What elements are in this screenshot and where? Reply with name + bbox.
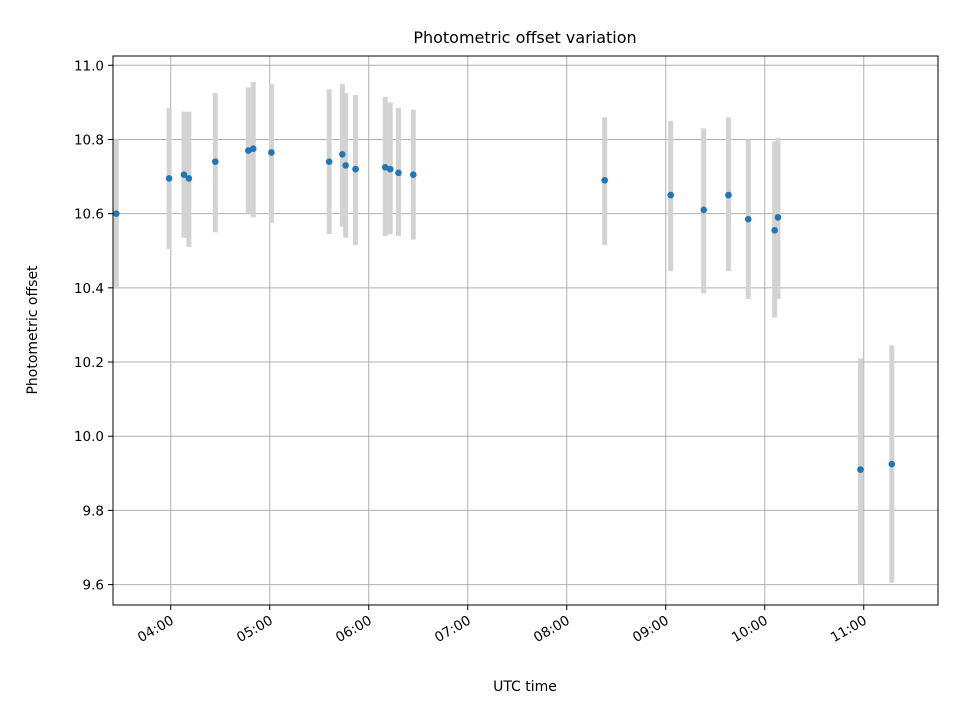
data-point <box>700 206 707 214</box>
data-point <box>185 175 193 182</box>
data-point <box>165 175 173 182</box>
grid <box>113 56 938 605</box>
plot-frame <box>112 55 939 606</box>
data-point <box>395 169 402 177</box>
y-tick-label: 10.2 <box>74 355 104 371</box>
y-tick-label: 9.6 <box>83 578 104 594</box>
data-point <box>774 214 782 221</box>
chart-title: Photometric offset variation <box>413 28 636 47</box>
data-point <box>386 165 394 173</box>
y-tick-label: 9.8 <box>83 503 104 519</box>
data-point <box>180 171 188 179</box>
y-tick-label: 10.8 <box>74 132 104 148</box>
data-point <box>113 210 120 217</box>
y-tick-label: 10.4 <box>74 281 104 297</box>
data-point <box>325 158 333 166</box>
y-tick-label: 10.0 <box>74 429 104 445</box>
y-axis-ticks: 9.6 9.8 10.0 10.2 10.4 10.6 10.8 11.0 <box>74 58 113 594</box>
data-point <box>857 466 864 473</box>
data-point <box>339 151 346 158</box>
y-tick-label: 10.6 <box>74 207 104 223</box>
data-point <box>249 145 257 153</box>
data-point <box>725 191 732 199</box>
data-point <box>410 171 417 179</box>
data-points <box>113 145 896 473</box>
data-point <box>381 163 389 171</box>
x-axis-label: UTC time <box>493 679 557 695</box>
y-axis-label: Photometric offset <box>25 265 41 395</box>
data-point <box>667 191 674 199</box>
data-point <box>342 162 349 169</box>
data-point <box>601 176 608 184</box>
data-point <box>268 149 275 156</box>
data-point <box>212 158 219 166</box>
data-point <box>245 147 252 154</box>
data-point <box>888 460 896 468</box>
data-point <box>744 215 752 223</box>
data-point <box>352 165 359 173</box>
y-tick-label: 11.0 <box>74 58 104 74</box>
data-point <box>771 227 778 234</box>
